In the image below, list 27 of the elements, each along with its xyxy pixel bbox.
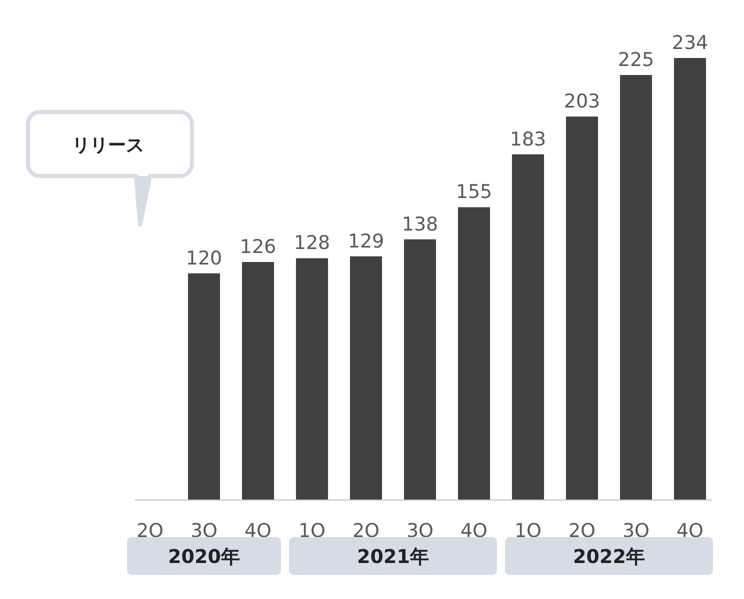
data-label: 128 [294, 232, 330, 254]
bar [458, 207, 490, 500]
data-label: 203 [564, 90, 600, 113]
data-label: 129 [348, 230, 384, 252]
bar [350, 256, 382, 500]
bar [566, 116, 598, 500]
data-label: 120 [186, 247, 222, 270]
x-tick-label: 4Q [676, 520, 704, 542]
data-label: 126 [240, 236, 276, 258]
text: 2020年 [168, 546, 240, 568]
data-label: 138 [402, 213, 438, 236]
x-tick-label: 4Q [244, 520, 272, 542]
data-label: 234 [672, 32, 708, 54]
bar [188, 273, 220, 500]
bar [512, 154, 544, 500]
bar [296, 258, 328, 500]
data-label: 225 [618, 49, 654, 71]
text: 2021年 [357, 546, 429, 568]
bar [242, 262, 274, 500]
text: 2022年 [573, 546, 645, 568]
bar [620, 75, 652, 500]
data-label: 183 [510, 128, 546, 150]
x-tick-label: 4Q [460, 520, 488, 542]
bar [404, 239, 436, 500]
bar [674, 58, 706, 500]
data-label: 155 [456, 181, 492, 204]
annotation: リリース [72, 135, 144, 156]
